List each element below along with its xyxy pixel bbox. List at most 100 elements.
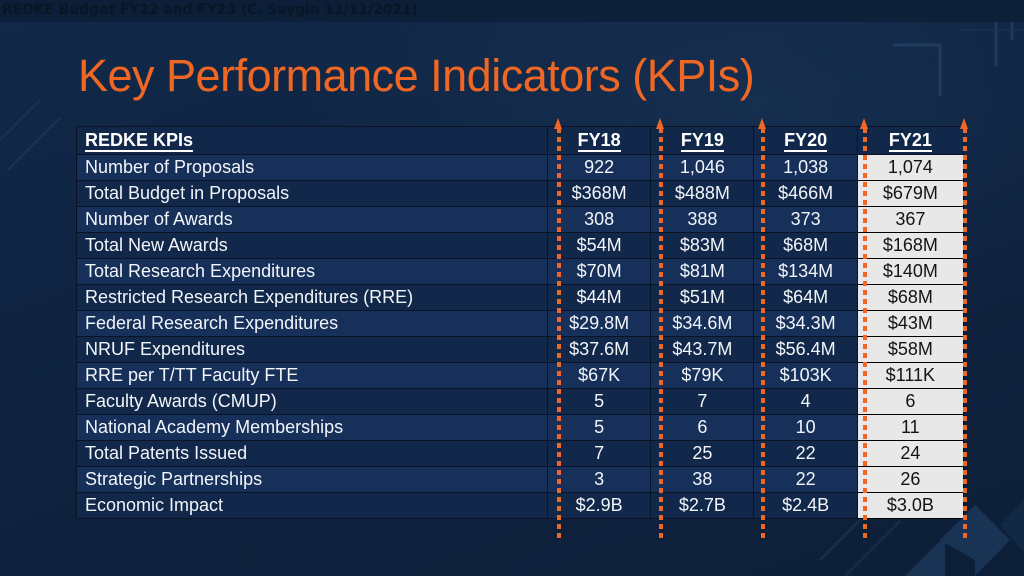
column-header-label-text: REDKE KPIs bbox=[85, 130, 194, 152]
cell-fy18: 922 bbox=[547, 154, 652, 181]
cell-fy18: 308 bbox=[547, 206, 652, 233]
column-header-fy20: FY20 bbox=[753, 126, 858, 155]
cell-fy18: $29.8M bbox=[547, 310, 652, 337]
cell-fy21: 367 bbox=[856, 206, 965, 233]
cell-fy19: $81M bbox=[650, 258, 755, 285]
cell-fy20: $34.3M bbox=[753, 310, 858, 337]
row-label: Economic Impact bbox=[75, 492, 549, 519]
cell-fy19: 25 bbox=[650, 440, 755, 467]
column-header-fy21-text: FY21 bbox=[888, 130, 932, 152]
cell-fy21: $58M bbox=[856, 336, 965, 363]
table-row: National Academy Memberships 5 6 10 11 bbox=[75, 414, 965, 441]
cell-fy21: $111K bbox=[856, 362, 965, 389]
cell-fy20: 1,038 bbox=[753, 154, 858, 181]
cell-fy19: $43.7M bbox=[650, 336, 755, 363]
cell-fy19: $79K bbox=[650, 362, 755, 389]
cell-fy21: $140M bbox=[856, 258, 965, 285]
table-row: Federal Research Expenditures $29.8M $34.6… bbox=[75, 310, 965, 337]
cell-fy19: $2.7B bbox=[650, 492, 755, 519]
cell-fy20: $64M bbox=[753, 284, 858, 311]
cell-fy21: 26 bbox=[856, 466, 965, 493]
kpi-table: REDKE KPIs FY18 FY19 FY20 FY21 Number of… bbox=[75, 126, 965, 519]
cell-fy19: $51M bbox=[650, 284, 755, 311]
cell-fy18: $37.6M bbox=[547, 336, 652, 363]
table-row: Economic Impact $2.9B $2.7B $2.4B $3.0B bbox=[75, 492, 965, 519]
cell-fy19: 6 bbox=[650, 414, 755, 441]
column-header-fy18-text: FY18 bbox=[577, 130, 621, 152]
cell-fy21: 6 bbox=[856, 388, 965, 415]
row-label: Total Patents Issued bbox=[75, 440, 549, 467]
table-row: Total Budget in Proposals $368M $488M $466M… bbox=[75, 180, 965, 207]
cell-fy21: 24 bbox=[856, 440, 965, 467]
cell-fy19: 7 bbox=[650, 388, 755, 415]
cell-fy19: $34.6M bbox=[650, 310, 755, 337]
cell-fy18: 5 bbox=[547, 414, 652, 441]
cell-fy19: 388 bbox=[650, 206, 755, 233]
column-header-fy21: FY21 bbox=[856, 126, 965, 155]
row-label: RRE per T/TT Faculty FTE bbox=[75, 362, 549, 389]
cell-fy20: $68M bbox=[753, 232, 858, 259]
table-row: Number of Proposals 922 1,046 1,038 1,074 bbox=[75, 154, 965, 181]
row-label: NRUF Expenditures bbox=[75, 336, 549, 363]
column-header-fy19-text: FY19 bbox=[680, 130, 724, 152]
slide-header-text: REDKE Budget FY22 and FY23 (C. Saygin 11… bbox=[2, 2, 418, 18]
cell-fy20: $2.4B bbox=[753, 492, 858, 519]
table-row: Total Patents Issued 7 25 22 24 bbox=[75, 440, 965, 467]
cell-fy21: $68M bbox=[856, 284, 965, 311]
cell-fy21: $679M bbox=[856, 180, 965, 207]
cell-fy18: $54M bbox=[547, 232, 652, 259]
row-label: Total Research Expenditures bbox=[75, 258, 549, 285]
column-header-fy18: FY18 bbox=[547, 126, 652, 155]
slide-header-band: REDKE Budget FY22 and FY23 (C. Saygin 11… bbox=[0, 0, 1024, 22]
cell-fy18: $67K bbox=[547, 362, 652, 389]
table-row: Strategic Partnerships 3 38 22 26 bbox=[75, 466, 965, 493]
table-row: Restricted Research Expenditures (RRE) $4… bbox=[75, 284, 965, 311]
table-row: Total New Awards $54M $83M $68M $168M bbox=[75, 232, 965, 259]
table-header-row: REDKE KPIs FY18 FY19 FY20 FY21 bbox=[75, 126, 965, 155]
cell-fy20: 10 bbox=[753, 414, 858, 441]
row-label: National Academy Memberships bbox=[75, 414, 549, 441]
cell-fy18: $368M bbox=[547, 180, 652, 207]
cell-fy19: $488M bbox=[650, 180, 755, 207]
cell-fy21: $43M bbox=[856, 310, 965, 337]
cell-fy19: 1,046 bbox=[650, 154, 755, 181]
table-row: NRUF Expenditures $37.6M $43.7M $56.4M $58M bbox=[75, 336, 965, 363]
cell-fy19: 38 bbox=[650, 466, 755, 493]
cell-fy20: 4 bbox=[753, 388, 858, 415]
cell-fy18: $2.9B bbox=[547, 492, 652, 519]
column-header-fy20-text: FY20 bbox=[784, 130, 828, 152]
table-row: Number of Awards 308 388 373 367 bbox=[75, 206, 965, 233]
table-body: Number of Proposals 922 1,046 1,038 1,074 Tot… bbox=[75, 154, 965, 519]
cell-fy20: 22 bbox=[753, 440, 858, 467]
cell-fy18: $70M bbox=[547, 258, 652, 285]
cell-fy18: $44M bbox=[547, 284, 652, 311]
column-header-label: REDKE KPIs bbox=[75, 126, 549, 155]
cell-fy21: $3.0B bbox=[856, 492, 965, 519]
cell-fy19: $83M bbox=[650, 232, 755, 259]
cell-fy21: $168M bbox=[856, 232, 965, 259]
cell-fy18: 3 bbox=[547, 466, 652, 493]
table-header: REDKE KPIs FY18 FY19 FY20 FY21 bbox=[75, 126, 965, 155]
cell-fy20: 22 bbox=[753, 466, 858, 493]
row-label: Total New Awards bbox=[75, 232, 549, 259]
row-label: Number of Proposals bbox=[75, 154, 549, 181]
row-label: Restricted Research Expenditures (RRE) bbox=[75, 284, 549, 311]
row-label: Strategic Partnerships bbox=[75, 466, 549, 493]
cell-fy20: $466M bbox=[753, 180, 858, 207]
table-row: RRE per T/TT Faculty FTE $67K $79K $103K $11… bbox=[75, 362, 965, 389]
column-header-fy19: FY19 bbox=[650, 126, 755, 155]
table-row: Faculty Awards (CMUP) 5 7 4 6 bbox=[75, 388, 965, 415]
table-row: Total Research Expenditures $70M $81M $134M… bbox=[75, 258, 965, 285]
row-label: Total Budget in Proposals bbox=[75, 180, 549, 207]
cell-fy20: $134M bbox=[753, 258, 858, 285]
cell-fy20: $103K bbox=[753, 362, 858, 389]
cell-fy20: 373 bbox=[753, 206, 858, 233]
cell-fy18: 7 bbox=[547, 440, 652, 467]
row-label: Faculty Awards (CMUP) bbox=[75, 388, 549, 415]
cell-fy21: 1,074 bbox=[856, 154, 965, 181]
row-label: Number of Awards bbox=[75, 206, 549, 233]
cell-fy20: $56.4M bbox=[753, 336, 858, 363]
cell-fy18: 5 bbox=[547, 388, 652, 415]
page-title: Key Performance Indicators (KPIs) bbox=[78, 50, 755, 101]
